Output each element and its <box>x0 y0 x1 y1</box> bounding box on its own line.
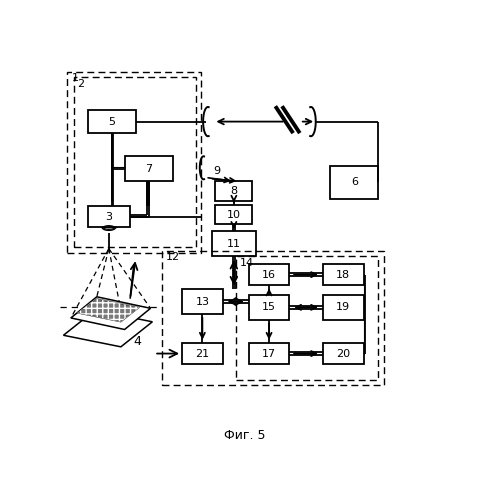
Polygon shape <box>71 297 151 330</box>
Bar <box>249 264 289 285</box>
Text: 1: 1 <box>72 74 78 84</box>
Bar <box>182 343 223 364</box>
Bar <box>249 343 289 364</box>
Polygon shape <box>77 298 140 322</box>
Text: 10: 10 <box>227 210 241 220</box>
Bar <box>212 232 256 256</box>
Bar <box>87 206 130 228</box>
Text: 21: 21 <box>196 348 209 358</box>
Bar <box>323 343 363 364</box>
Text: 12: 12 <box>165 252 179 262</box>
Text: 18: 18 <box>336 270 350 280</box>
Bar <box>323 264 363 285</box>
Text: 4: 4 <box>134 334 141 347</box>
Text: 15: 15 <box>262 302 276 312</box>
Text: 9: 9 <box>214 166 221 176</box>
Bar <box>215 205 252 225</box>
Text: 5: 5 <box>108 116 115 126</box>
Text: 7: 7 <box>145 164 152 174</box>
Bar <box>87 110 136 133</box>
Bar <box>236 256 378 380</box>
Bar <box>249 295 289 320</box>
Text: 13: 13 <box>196 296 209 306</box>
Text: 16: 16 <box>262 270 276 280</box>
Text: Фиг. 5: Фиг. 5 <box>224 429 266 442</box>
Text: 19: 19 <box>336 302 350 312</box>
Bar <box>162 250 384 386</box>
Bar <box>182 289 223 314</box>
Bar <box>323 295 363 320</box>
Text: 6: 6 <box>351 177 358 187</box>
Text: 8: 8 <box>230 186 238 196</box>
Bar <box>125 156 173 182</box>
Text: 2: 2 <box>77 79 85 89</box>
Bar <box>215 182 252 201</box>
Text: 11: 11 <box>227 239 241 249</box>
Polygon shape <box>64 310 152 347</box>
Bar <box>330 166 378 198</box>
Bar <box>67 72 201 252</box>
Text: 20: 20 <box>336 348 350 358</box>
Bar <box>74 78 196 246</box>
Text: 3: 3 <box>105 212 112 222</box>
Text: 14: 14 <box>239 258 253 268</box>
Text: 17: 17 <box>262 348 276 358</box>
